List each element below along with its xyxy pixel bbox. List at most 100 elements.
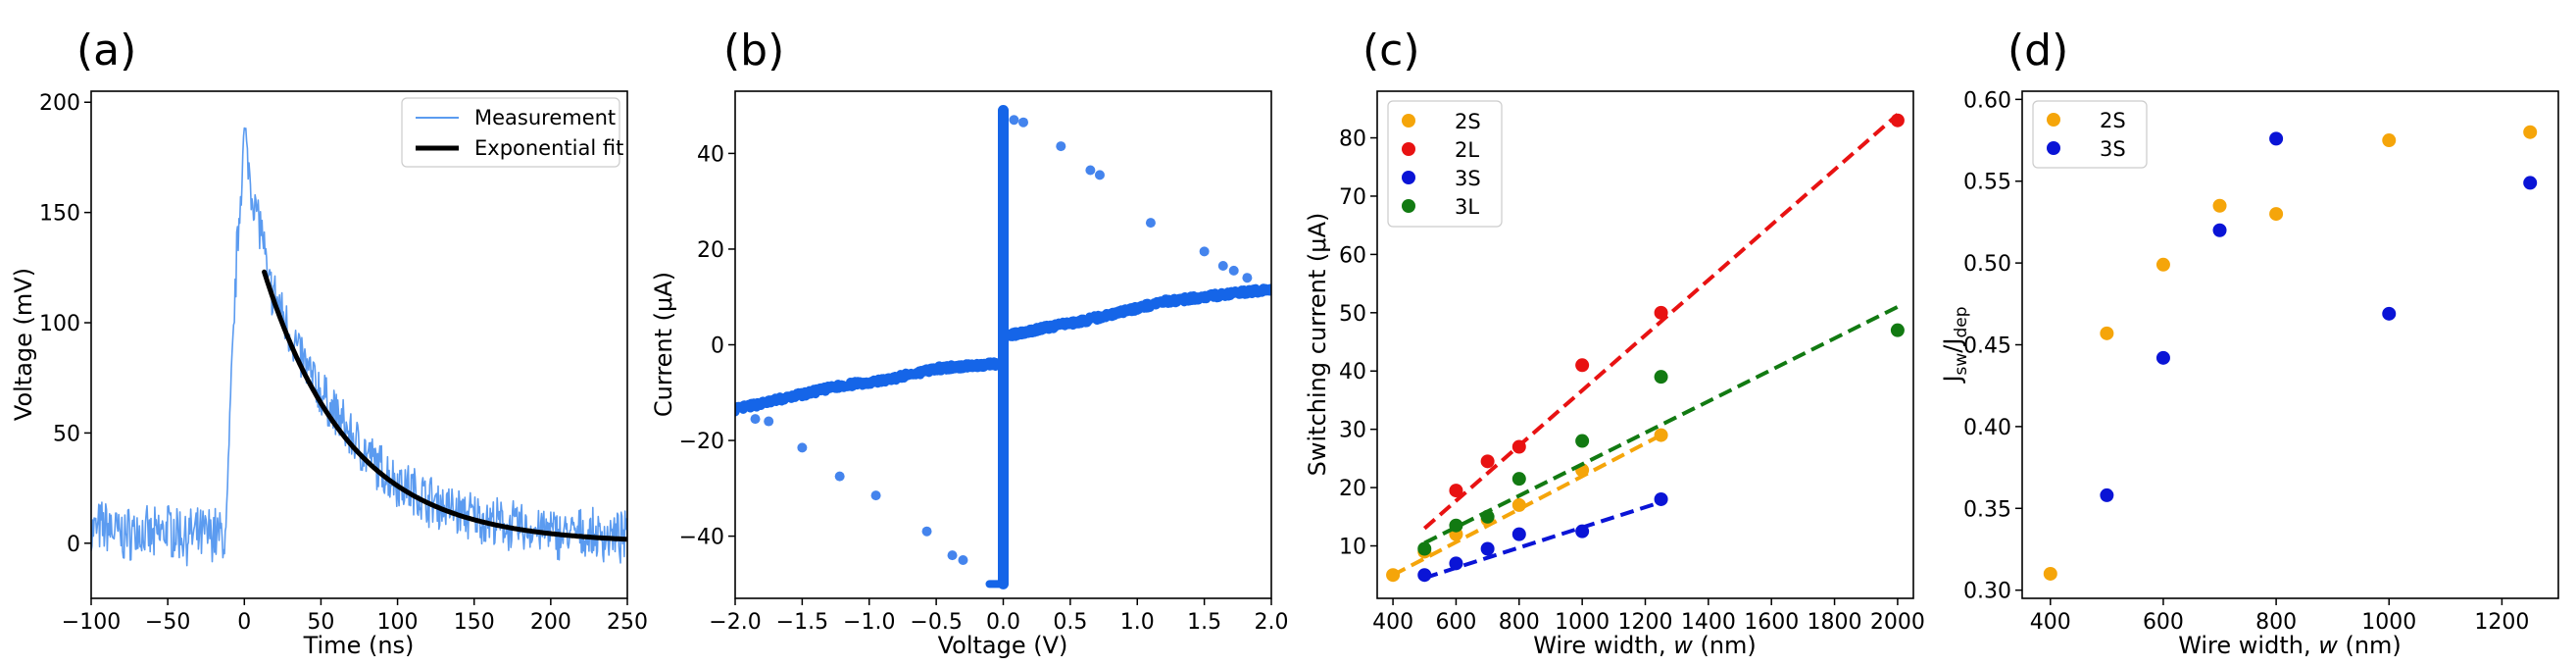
iv-data-point [1094,170,1105,180]
x-tick-label: 2.0 [1255,610,1289,635]
point-2s [1654,428,1668,442]
y-tick-label: −40 [679,526,724,550]
plot-area-c [1386,113,1905,583]
iv-data-point [921,526,932,537]
x-tick-label: 0.0 [986,610,1020,635]
legend-label-3s: 3S [2100,137,2126,161]
point-2s [2155,257,2170,272]
legend-label-2s: 2S [2100,109,2126,132]
point-2s [1511,497,1526,512]
x-tick-label: 600 [2143,610,2184,635]
x-axis-label-d: Wire width, w (nm) [2178,632,2402,659]
legend-label-2s: 2S [1455,110,1481,133]
x-tick-label: 100 [377,610,419,635]
iv-data-point [1056,141,1066,152]
legend-c: 2S 2L 3S 3L [1387,100,1503,228]
x-tick-label: −2.0 [709,610,761,635]
x-tick-label: 1800 [1808,610,1862,635]
exponential-fit-line [262,269,627,542]
panel-label-c: (c) [1362,26,1420,76]
x-tick-label: −0.5 [910,610,962,635]
point-2s [2043,566,2057,581]
point-3l [1890,323,1905,337]
x-tick-label: 1200 [1618,610,1673,635]
y-tick-label: 150 [39,202,80,227]
chart-c: (c) 400 600 800 1000 1200 1400 1600 1800 2000 10… [1304,26,1925,659]
y-tick-label: 70 [1339,185,1366,210]
plot-area-b [735,105,1271,590]
x-tick-label: 1000 [1555,610,1610,635]
panel-label-a: (a) [76,26,136,76]
x-tick-label: 1.0 [1120,610,1155,635]
point-3s [1417,568,1432,583]
x-tick-label: 1.5 [1187,610,1221,635]
legend-box-d [2032,100,2148,169]
y-tick-label: 40 [1339,360,1366,385]
iv-data-point [1145,218,1156,229]
y-ticks-c: 10 20 30 40 50 60 70 80 [1339,128,1377,560]
y-ticks-d: 0.30 0.35 0.40 0.45 0.50 0.55 0.60 [1963,88,2022,604]
y-axis-label-d: Jsw/Jdep [1939,306,1971,384]
legend-label-3l: 3L [1455,195,1479,219]
x-tick-label: 1200 [2474,610,2529,635]
point-3s [2212,223,2227,237]
point-3s [2523,176,2538,190]
point-3s [1511,527,1526,541]
legend-swatch-2s [2047,113,2060,127]
x-tick-label: 50 [307,610,334,635]
iv-data-point [947,550,958,561]
y-axis-label-b: Current (μA) [650,272,677,417]
point-2s [2100,326,2114,340]
y-tick-label: 20 [697,238,724,263]
point-3l [1511,472,1526,487]
y-tick-label: 200 [39,91,80,116]
y-tick-label: 40 [697,142,724,167]
x-tick-label: −100 [62,610,121,635]
fit-line-2s [1392,433,1662,578]
y-tick-label: −20 [679,430,724,454]
iv-data-point [797,442,808,453]
point-2s [2269,207,2284,222]
y-tick-label: 60 [1339,243,1366,268]
iv-data-point [870,490,881,501]
iv-branch-positive [1005,283,1271,341]
point-3l [1417,541,1432,556]
point-2s [2523,125,2538,139]
point-2l [1890,113,1905,128]
iv-data-point [1018,117,1029,128]
legend-label-3s: 3S [1455,167,1481,190]
legend-a: Measurement Exponential fit [401,97,623,168]
y-tick-label: 20 [1339,477,1366,501]
point-2l [1511,439,1526,454]
plot-area-a [91,127,627,567]
x-ticks-d: 400 600 800 1000 1200 [2030,598,2529,635]
x-tick-label: 400 [1372,610,1413,635]
iv-data-point [958,554,968,565]
plot-area-d [2043,125,2538,581]
legend-swatch-2l [1402,142,1415,156]
x-ticks-b: −2.0 −1.5 −1.0 −0.5 0.0 0.5 1.0 1.5 2.0 [709,598,1289,635]
point-3s [2382,306,2397,321]
x-tick-label: 150 [454,610,495,635]
x-tick-label: 0.5 [1053,610,1087,635]
legend-swatch-3s [1402,171,1415,184]
point-2s [2212,198,2227,213]
point-3l [1449,518,1463,533]
x-tick-label: −1.0 [843,610,895,635]
y-tick-label: 50 [53,422,80,446]
iv-data-point [764,416,774,427]
panel-label-b: (b) [723,26,784,76]
legend-swatch-3s [2047,141,2060,155]
iv-data-point [1217,261,1228,272]
x-tick-label: 400 [2030,610,2071,635]
legend-label-measurement: Measurement [474,106,616,129]
x-tick-label: 600 [1435,610,1476,635]
point-2l [1575,358,1590,373]
point-2s [1386,568,1401,583]
point-3s [2269,131,2284,146]
y-tick-label: 50 [1339,302,1366,327]
legend-swatch-2s [1402,114,1415,128]
axes-frame-a [90,90,628,599]
chart-d: (d) 400 600 800 1000 1200 0.300.350.400.450.… [1939,26,2559,659]
